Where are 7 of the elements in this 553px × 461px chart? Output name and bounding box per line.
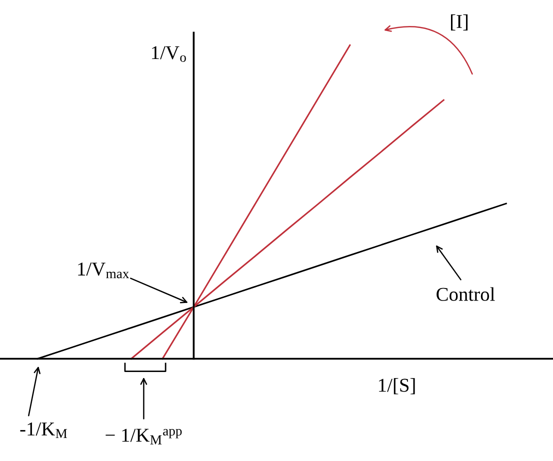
annotation: Control xyxy=(436,287,495,301)
text: − 1/K$_{M}$$^{app}$ xyxy=(106,428,182,444)
annotation: 1/V$_{max}$ xyxy=(78,262,130,278)
x-axis-title: 1/[S] xyxy=(379,378,415,394)
y-axis-title: 1/V$_{o}$ xyxy=(152,46,186,62)
text: -1/K$_{M}$ xyxy=(20,422,68,438)
text: [I] xyxy=(451,14,468,30)
